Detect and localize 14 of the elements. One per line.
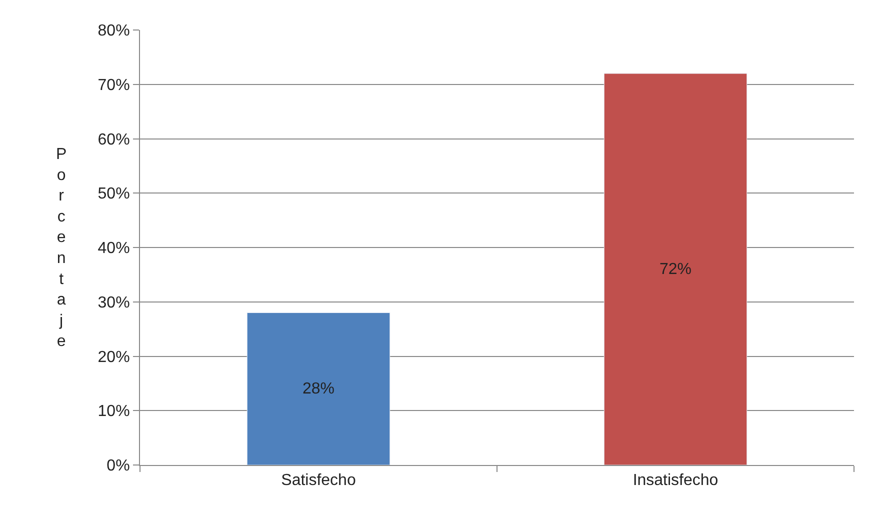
y-tick-label: 10% <box>98 403 130 420</box>
y-tick-label: 30% <box>98 294 130 312</box>
data-label: 72% <box>659 260 692 278</box>
x-tick-label: Satisfecho <box>281 472 356 490</box>
y-tick-label: 40% <box>98 240 130 258</box>
y-tick-label: 80% <box>98 22 130 40</box>
y-tick-label: 60% <box>98 131 130 148</box>
x-tick-label: Insatisfecho <box>632 472 718 490</box>
y-tick-label: 20% <box>98 348 130 366</box>
data-label: 28% <box>302 380 335 398</box>
text: Porcentaje <box>56 146 67 350</box>
y-tick-label: 70% <box>98 76 130 94</box>
y-tick-label: 0% <box>106 458 130 475</box>
y-tick-label: 50% <box>98 186 130 203</box>
